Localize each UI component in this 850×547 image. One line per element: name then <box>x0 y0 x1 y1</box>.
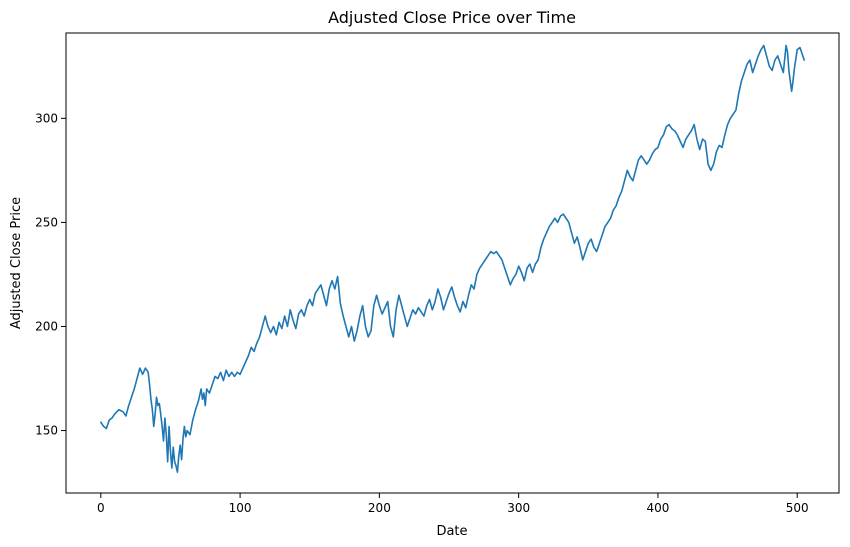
y-tick-label: 250 <box>35 215 58 229</box>
x-tick-label: 300 <box>507 501 530 515</box>
y-axis-label: Adjusted Close Price <box>9 197 24 329</box>
series-line-0 <box>100 44 805 473</box>
chart-title: Adjusted Close Price over Time <box>328 8 576 27</box>
plot-frame <box>65 32 840 494</box>
y-axis: 150 200 250 300 <box>35 111 66 438</box>
x-axis-label: Date <box>436 524 467 539</box>
x-tick-label: 100 <box>229 501 252 515</box>
x-tick-label: 400 <box>646 501 669 515</box>
x-tick-label: 500 <box>786 501 809 515</box>
x-tick-label: 0 <box>97 501 105 515</box>
plot-area <box>100 44 805 473</box>
y-tick-label: 300 <box>35 111 58 125</box>
x-axis: 0 100 200 300 400 500 <box>97 493 809 515</box>
y-tick-label: 200 <box>35 319 58 333</box>
x-tick-label: 200 <box>368 501 391 515</box>
y-tick-label: 150 <box>35 424 58 438</box>
